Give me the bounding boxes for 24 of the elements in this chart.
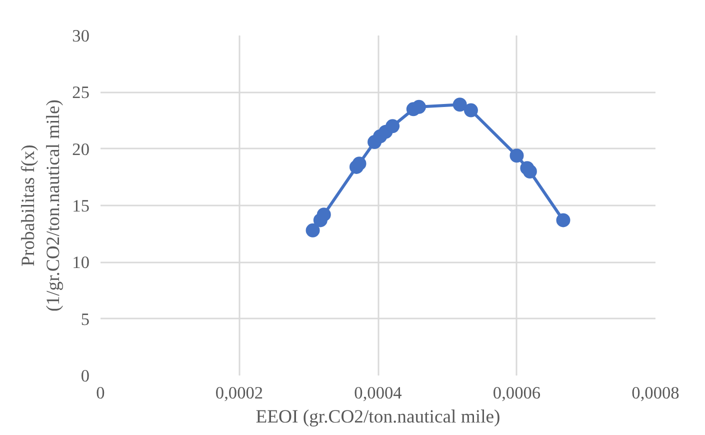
point bbox=[464, 103, 478, 118]
x-axis-title: EEOI (gr.CO2/ton.nautical mile) bbox=[256, 406, 500, 428]
point bbox=[510, 148, 524, 163]
point bbox=[316, 208, 331, 222]
y-tick-label: 20 bbox=[72, 140, 90, 159]
y-tick-label: 30 bbox=[72, 26, 90, 46]
x-tick-label: 0 bbox=[96, 384, 105, 402]
y-tick-label: 5 bbox=[80, 310, 90, 329]
point bbox=[412, 100, 426, 114]
y-tick-label: 0 bbox=[80, 366, 90, 386]
point bbox=[352, 156, 366, 171]
point bbox=[386, 119, 400, 134]
y-tick-label: 10 bbox=[72, 253, 90, 272]
x-tick-label: 0,0002 bbox=[215, 384, 264, 402]
y-axis-title: Probabilitas f(x) (1/gr.CO2/ton.nautical mile) bbox=[18, 100, 64, 312]
y-tick-label: 25 bbox=[72, 83, 90, 102]
y-tick-label: 15 bbox=[72, 196, 90, 216]
point bbox=[452, 98, 467, 112]
x-tick-label: 0,0004 bbox=[354, 384, 402, 402]
point bbox=[306, 223, 320, 238]
point bbox=[556, 213, 570, 228]
x-tick-label: 0,0006 bbox=[492, 384, 541, 402]
x-tick-label: 0,0008 bbox=[632, 384, 680, 402]
point bbox=[522, 164, 537, 178]
